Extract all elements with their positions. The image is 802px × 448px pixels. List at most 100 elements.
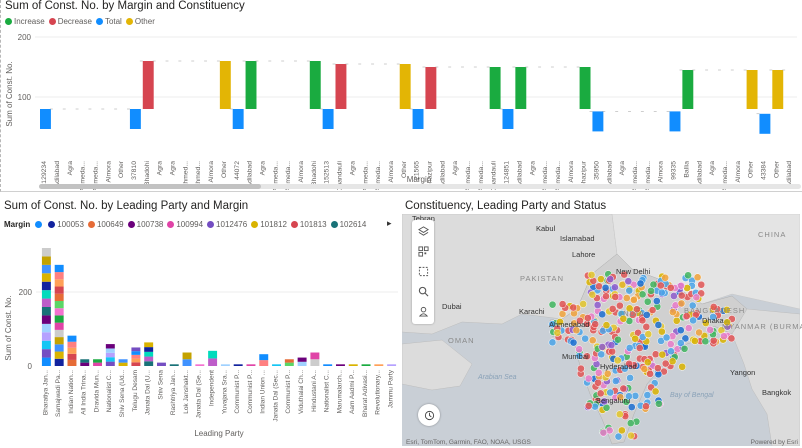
- constituency-marker[interactable]: [598, 310, 607, 319]
- constituency-marker[interactable]: [691, 337, 699, 345]
- party-bar-segment[interactable]: [54, 293, 64, 301]
- party-bar-segment[interactable]: [41, 349, 51, 358]
- constituency-marker[interactable]: [606, 388, 615, 397]
- map-visual[interactable]: Constituency, Leading Party and Status T…: [402, 196, 802, 448]
- constituency-marker[interactable]: [628, 310, 637, 319]
- party-bar-segment[interactable]: [259, 360, 269, 366]
- party-bar-segment[interactable]: [67, 359, 77, 366]
- constituency-marker[interactable]: [575, 345, 584, 354]
- bar-legend-item[interactable]: 101813: [290, 220, 327, 229]
- party-bar-segment[interactable]: [80, 359, 90, 363]
- party-bar-segment[interactable]: [105, 348, 115, 353]
- constituency-marker[interactable]: [701, 337, 710, 346]
- constituency-marker[interactable]: [677, 281, 685, 290]
- waterfall-bar[interactable]: [232, 109, 244, 129]
- party-bar-segment[interactable]: [67, 335, 77, 342]
- waterfall-bar[interactable]: [142, 61, 154, 109]
- search-icon[interactable]: [414, 282, 432, 300]
- constituency-marker[interactable]: [618, 280, 627, 289]
- waterfall-bar[interactable]: [669, 111, 681, 132]
- constituency-marker[interactable]: [638, 290, 647, 299]
- constituency-marker[interactable]: [587, 271, 596, 279]
- constituency-marker[interactable]: [594, 378, 602, 387]
- party-bar-segment[interactable]: [335, 364, 345, 366]
- waterfall-bar[interactable]: [759, 113, 771, 134]
- constituency-marker[interactable]: [598, 343, 607, 351]
- constituency-marker[interactable]: [656, 281, 665, 290]
- constituency-marker[interactable]: [633, 305, 641, 314]
- bar-legend-item[interactable]: 100053: [48, 220, 84, 229]
- party-bar-segment[interactable]: [41, 332, 51, 341]
- constituency-marker[interactable]: [682, 312, 691, 320]
- layers-icon[interactable]: [414, 222, 432, 240]
- waterfall-bar[interactable]: [515, 67, 527, 109]
- constituency-marker[interactable]: [611, 283, 619, 292]
- constituency-marker[interactable]: [625, 344, 634, 352]
- constituency-marker[interactable]: [635, 344, 644, 352]
- constituency-marker[interactable]: [662, 333, 671, 342]
- constituency-marker[interactable]: [722, 306, 731, 314]
- party-bar-segment[interactable]: [182, 359, 192, 366]
- constituency-marker[interactable]: [720, 332, 728, 341]
- constituency-marker[interactable]: [620, 364, 629, 373]
- bar-legend-item[interactable]: 100738: [127, 220, 163, 229]
- party-bar-segment[interactable]: [54, 351, 64, 359]
- clock-history-icon[interactable]: [418, 404, 440, 426]
- waterfall-bar[interactable]: [309, 61, 321, 109]
- constituency-marker[interactable]: [577, 364, 585, 373]
- constituency-marker[interactable]: [625, 359, 633, 368]
- waterfall-bar[interactable]: [322, 109, 334, 129]
- constituency-marker[interactable]: [668, 357, 677, 366]
- waterfall-bar[interactable]: [335, 64, 347, 109]
- party-bar-segment[interactable]: [131, 351, 141, 355]
- constituency-marker[interactable]: [611, 293, 620, 301]
- constituency-marker[interactable]: [625, 286, 634, 295]
- constituency-marker[interactable]: [558, 300, 567, 308]
- constituency-marker[interactable]: [695, 328, 703, 337]
- party-bar-segment[interactable]: [208, 358, 218, 366]
- party-bar-segment[interactable]: [374, 364, 384, 366]
- party-bar-segment[interactable]: [348, 364, 358, 366]
- party-bar-segment[interactable]: [284, 362, 294, 366]
- waterfall-scrollbar-thumb[interactable]: [39, 184, 261, 189]
- waterfall-legend-item[interactable]: Total: [95, 17, 122, 26]
- party-bar-segment[interactable]: [54, 329, 64, 338]
- constituency-marker[interactable]: [709, 313, 717, 321]
- waterfall-bar[interactable]: [245, 61, 257, 109]
- party-bar-segment[interactable]: [156, 362, 166, 366]
- party-bar-segment[interactable]: [54, 315, 64, 323]
- constituency-marker[interactable]: [654, 321, 663, 329]
- constituency-marker[interactable]: [643, 391, 652, 399]
- waterfall-bar[interactable]: [425, 67, 437, 109]
- party-bar-segment[interactable]: [118, 359, 128, 363]
- bar-legend-item[interactable]: 100649: [87, 220, 124, 229]
- constituency-marker[interactable]: [620, 270, 629, 279]
- constituency-marker[interactable]: [616, 393, 625, 402]
- constituency-marker[interactable]: [556, 318, 564, 326]
- party-bar-segment[interactable]: [310, 352, 320, 360]
- party-bar-segment[interactable]: [41, 290, 51, 299]
- constituency-marker[interactable]: [596, 389, 605, 398]
- waterfall-visual[interactable]: Sum of Const. No. by Margin and Constitu…: [0, 0, 802, 192]
- constituency-marker[interactable]: [614, 432, 623, 441]
- party-bar-segment[interactable]: [105, 344, 115, 349]
- constituency-marker[interactable]: [643, 297, 652, 306]
- party-bar-segment[interactable]: [54, 279, 64, 287]
- constituency-marker[interactable]: [584, 374, 593, 383]
- powered-by-esri[interactable]: Powered by Esri: [750, 439, 798, 446]
- constituency-marker[interactable]: [642, 311, 651, 319]
- party-bar-segment[interactable]: [93, 362, 103, 366]
- party-bar-segment[interactable]: [284, 359, 294, 363]
- constituency-marker[interactable]: [709, 303, 718, 311]
- constituency-marker[interactable]: [658, 327, 666, 336]
- constituency-marker[interactable]: [572, 326, 581, 335]
- constituency-marker[interactable]: [569, 338, 578, 347]
- party-bar-segment[interactable]: [387, 364, 397, 366]
- constituency-marker[interactable]: [678, 362, 687, 371]
- party-bar-segment[interactable]: [182, 352, 192, 360]
- constituency-marker[interactable]: [631, 334, 639, 343]
- constituency-marker[interactable]: [614, 335, 622, 344]
- constituency-marker[interactable]: [553, 328, 562, 337]
- waterfall-bar[interactable]: [579, 67, 591, 109]
- party-bar-segment[interactable]: [361, 364, 371, 366]
